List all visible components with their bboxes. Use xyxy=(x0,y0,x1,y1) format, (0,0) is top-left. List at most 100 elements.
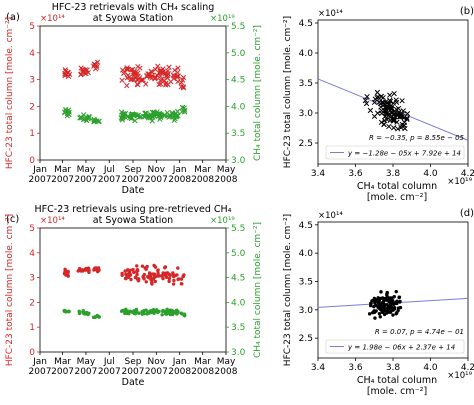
data-point xyxy=(386,112,393,118)
data-point-red xyxy=(165,68,171,74)
x-tick-label-year: 2007 xyxy=(74,175,97,185)
data-point-red xyxy=(174,73,180,79)
data-point-red xyxy=(143,81,149,87)
data-point-red xyxy=(180,84,186,90)
data-point xyxy=(372,309,376,313)
x-tick-label-month: May xyxy=(217,357,236,367)
right-y-axis-label: CH₄ total column [mole. cm⁻²] xyxy=(253,222,263,358)
data-point-green xyxy=(130,111,136,118)
data-point-red xyxy=(123,269,127,273)
plot-frame xyxy=(39,227,227,353)
data-point xyxy=(371,113,378,119)
x-axis-exponent: ×10¹⁹ xyxy=(447,371,472,381)
data-point-red xyxy=(66,270,70,274)
data-point-red xyxy=(87,268,91,272)
data-point-green xyxy=(63,308,67,313)
data-point-red xyxy=(159,68,165,74)
data-point-green xyxy=(152,311,156,315)
data-point xyxy=(389,110,395,116)
x-tick-label-month: Mar xyxy=(54,357,71,367)
y-tick-label: 3.5 xyxy=(299,278,313,288)
data-point-red xyxy=(66,274,70,278)
x-tick-label-year: 2007 xyxy=(98,175,121,185)
data-point-red xyxy=(124,273,129,277)
data-point-green xyxy=(134,307,139,312)
data-point-green xyxy=(83,311,87,315)
data-point-green xyxy=(182,312,187,317)
data-point-red xyxy=(147,276,151,280)
data-point-red xyxy=(172,67,178,73)
data-point-red xyxy=(62,67,68,73)
data-point-green xyxy=(77,115,83,121)
data-point-red xyxy=(180,282,184,286)
data-point-red xyxy=(165,82,171,88)
right-y-tick-label: 3.5 xyxy=(231,129,245,139)
data-point xyxy=(401,122,407,128)
data-point xyxy=(399,114,405,120)
data-point-red xyxy=(140,77,146,83)
data-point-green xyxy=(154,111,160,117)
data-point-red xyxy=(171,271,175,275)
panel-label: (c) xyxy=(6,214,19,225)
data-point-green xyxy=(182,109,188,115)
x-tick-label-year: 2008 xyxy=(191,175,214,185)
data-point-red xyxy=(142,272,147,277)
data-point-green xyxy=(97,315,101,319)
data-point-red xyxy=(164,275,169,279)
data-point xyxy=(393,106,399,113)
data-point-green xyxy=(123,310,128,315)
data-point-red xyxy=(181,274,185,279)
panel-c: (c) HFC-23 retrievals using pre-retrieved… xyxy=(5,204,263,388)
panel-label: (a) xyxy=(6,12,20,23)
x-tick-label-month: Jan xyxy=(32,357,47,367)
chart-subtitle: at Syowa Station xyxy=(93,13,173,24)
x-tick-label: 4.2 xyxy=(461,169,474,179)
data-point-green xyxy=(91,119,97,125)
data-point xyxy=(380,307,385,311)
data-point-red xyxy=(180,74,187,81)
left-y-tick-label: 3 xyxy=(29,76,35,86)
x-tick-label-year: 2007 xyxy=(122,367,145,377)
data-point-green xyxy=(170,309,175,313)
panel-label: (d) xyxy=(460,208,474,219)
data-point xyxy=(367,312,372,316)
data-point-red xyxy=(126,268,130,272)
legend-box xyxy=(325,339,465,354)
data-point-red xyxy=(140,264,145,268)
y-tick-label: 2.5 xyxy=(299,334,313,344)
x-tick-label: 4.0 xyxy=(423,363,438,373)
data-point-red xyxy=(152,74,159,80)
data-point xyxy=(377,311,382,316)
data-point xyxy=(382,105,389,111)
data-point-red xyxy=(144,72,150,79)
data-point-red xyxy=(129,277,133,282)
data-point xyxy=(395,126,401,132)
x-tick-label-month: Jul xyxy=(103,165,115,175)
data-point-green xyxy=(161,308,165,313)
left-y-tick-label: 1 xyxy=(29,129,35,139)
x-tick-label-year: 2008 xyxy=(215,175,238,185)
data-point-red xyxy=(156,81,162,88)
x-tick-label-month: Jul xyxy=(103,357,115,367)
x-tick-label: 3.6 xyxy=(348,363,363,373)
x-tick-label: 3.6 xyxy=(348,169,363,179)
data-point-green xyxy=(91,315,96,320)
data-point-green xyxy=(86,113,92,120)
y-tick-label: 3.5 xyxy=(299,79,313,89)
data-point-red xyxy=(137,65,143,71)
x-axis-label-units: [mole. cm⁻²] xyxy=(367,386,427,397)
data-point-red xyxy=(62,72,68,79)
data-point-red xyxy=(177,277,181,281)
left-y-tick-label: 0 xyxy=(29,348,35,358)
data-point-red xyxy=(126,74,133,80)
data-point-red xyxy=(82,67,88,73)
left-y-tick-label: 5 xyxy=(29,224,35,234)
data-point-green xyxy=(166,114,172,120)
data-point-red xyxy=(156,268,160,272)
data-point-red xyxy=(170,72,177,78)
data-point-green xyxy=(142,308,146,313)
data-point xyxy=(394,113,400,119)
left-y-tick-label: 2 xyxy=(29,102,35,112)
data-point-green xyxy=(145,113,151,119)
legend-label: y = 1.98e − 06x + 2.37e + 14 xyxy=(347,344,455,352)
